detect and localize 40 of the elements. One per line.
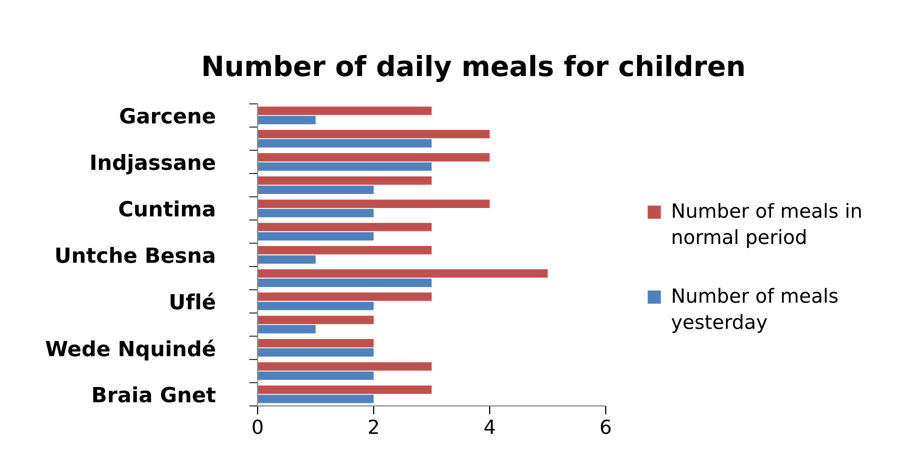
bar bbox=[258, 200, 490, 208]
bar bbox=[258, 255, 316, 264]
bar bbox=[258, 130, 490, 138]
bar bbox=[258, 394, 374, 404]
chart-title: Number of daily meals for children bbox=[204, 54, 744, 82]
bar bbox=[258, 116, 316, 124]
bar bbox=[258, 186, 374, 194]
bar bbox=[258, 292, 432, 301]
bar bbox=[258, 232, 374, 240]
y-tick-label: Braia Gnet bbox=[93, 386, 216, 403]
bar bbox=[258, 208, 374, 218]
bar bbox=[258, 339, 374, 348]
bar bbox=[258, 106, 432, 115]
bar bbox=[258, 302, 374, 310]
bar bbox=[258, 316, 374, 324]
bar bbox=[258, 176, 432, 185]
bar bbox=[258, 222, 432, 232]
x-tick-label: 0 bbox=[252, 419, 263, 434]
bar bbox=[258, 325, 316, 334]
bar bbox=[258, 246, 432, 254]
x-tick-label: 6 bbox=[600, 419, 611, 434]
y-tick-label: Wede Nquindé bbox=[46, 339, 215, 360]
bar bbox=[258, 153, 490, 162]
legend-label: Number of meals in normal period bbox=[672, 202, 861, 248]
y-tick-label: Indjassane bbox=[91, 154, 215, 174]
bar bbox=[258, 269, 548, 278]
y-tick-label: Uflé bbox=[170, 292, 215, 310]
y-tick-label: Cuntima bbox=[119, 200, 214, 217]
bar bbox=[258, 372, 374, 380]
bar bbox=[258, 362, 432, 371]
bar bbox=[258, 385, 432, 394]
bar bbox=[258, 162, 432, 171]
y-tick-label: Untche Besna bbox=[56, 246, 214, 264]
x-tick-label: 4 bbox=[484, 420, 495, 434]
x-tick-label: 2 bbox=[368, 419, 378, 434]
bar bbox=[258, 348, 374, 357]
y-tick-label: Garcene bbox=[120, 108, 215, 124]
bar bbox=[258, 278, 432, 287]
legend-label: Number of meals yesterday bbox=[672, 288, 838, 333]
bar bbox=[258, 139, 432, 148]
